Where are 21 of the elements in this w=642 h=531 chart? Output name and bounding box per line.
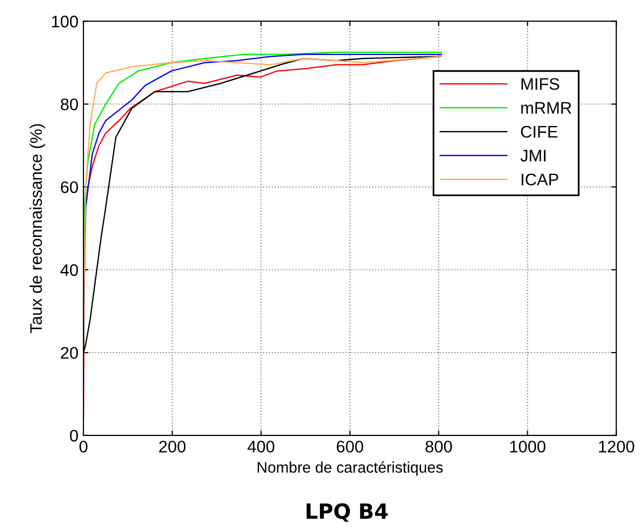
legend-label: ICAP [522, 174, 558, 186]
y-axis-title: Taux de reconnaissance (%) [30, 124, 46, 334]
y-tick-label: 100 [52, 16, 78, 28]
y-tick-label: 80 [60, 98, 78, 110]
x-tick-label: 800 [426, 440, 452, 453]
legend-label: mRMR [521, 102, 572, 114]
x-tick-label: 200 [159, 440, 186, 453]
text: LPQ B4 [306, 503, 388, 522]
legend-label: MIFS [522, 78, 560, 90]
y-tick-label: 0 [70, 430, 78, 442]
legend-label: CIFE [521, 126, 558, 138]
y-tick-label: 20 [60, 346, 78, 359]
y-tick-label: 40 [60, 264, 78, 276]
x-tick-label: 1000 [510, 440, 546, 453]
x-tick-label: 400 [248, 440, 274, 453]
x-axis-title: Nombre de caractéristiques [258, 461, 443, 476]
legend-label: JMI [520, 150, 546, 162]
x-tick-label: 600 [336, 440, 364, 453]
x-tick-label: 0 [79, 440, 88, 453]
y-tick-label: 60 [60, 181, 78, 194]
x-tick-label: 1200 [599, 440, 634, 453]
